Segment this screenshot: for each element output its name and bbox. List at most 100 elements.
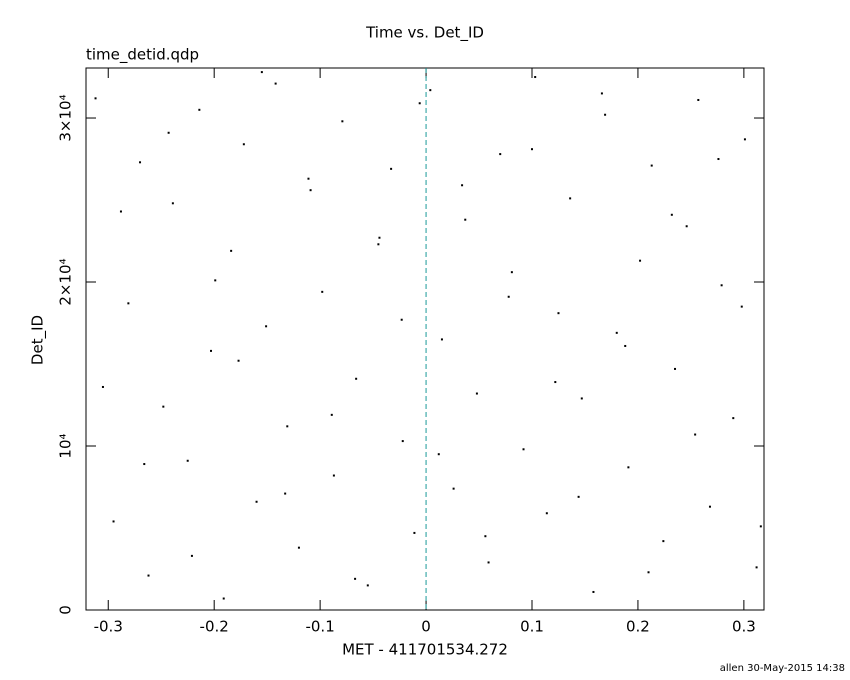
data-point xyxy=(307,177,310,180)
data-point xyxy=(534,76,537,79)
data-point xyxy=(437,453,440,456)
data-point xyxy=(440,338,443,341)
data-point xyxy=(390,167,393,170)
data-point xyxy=(94,97,97,100)
chart-title: Time vs. Det_ID xyxy=(365,24,484,43)
data-point xyxy=(214,279,217,282)
data-point xyxy=(418,102,421,105)
data-point xyxy=(554,381,557,384)
data-point xyxy=(341,120,344,123)
data-point xyxy=(198,108,201,111)
data-point xyxy=(171,202,174,205)
plot-frame xyxy=(85,67,765,611)
data-point xyxy=(255,500,258,503)
data-point xyxy=(487,561,490,564)
data-point xyxy=(759,525,762,528)
data-point xyxy=(354,577,357,580)
data-point xyxy=(400,318,403,321)
data-point xyxy=(112,520,115,523)
data-point xyxy=(732,417,735,420)
data-point xyxy=(499,153,502,156)
data-point xyxy=(286,425,289,428)
data-point xyxy=(685,225,688,228)
data-point xyxy=(101,385,104,388)
data-point xyxy=(413,531,416,534)
data-point xyxy=(694,433,697,436)
data-point xyxy=(210,349,213,352)
data-point xyxy=(309,189,312,192)
x-tick-label: 0.3 xyxy=(732,618,756,636)
data-point xyxy=(147,574,150,577)
data-point xyxy=(230,249,233,252)
data-point xyxy=(366,584,369,587)
data-point xyxy=(522,448,525,451)
x-tick-label: -0.2 xyxy=(200,618,229,636)
data-point xyxy=(330,413,333,416)
data-point xyxy=(510,271,513,274)
data-point xyxy=(222,597,225,600)
data-point xyxy=(577,495,580,498)
data-point xyxy=(190,554,193,557)
data-point xyxy=(186,459,189,462)
data-point xyxy=(378,236,381,239)
data-point xyxy=(650,164,653,167)
data-point xyxy=(274,82,277,85)
data-point xyxy=(557,312,560,315)
y-tick-label: 3×10⁴ xyxy=(57,94,75,141)
chart-subtitle: time_detid.qdp xyxy=(86,46,199,65)
data-point xyxy=(475,392,478,395)
data-point xyxy=(260,71,263,74)
data-point xyxy=(592,590,595,593)
data-point xyxy=(569,197,572,200)
data-point xyxy=(143,463,146,466)
data-point xyxy=(162,405,165,408)
y-axis-label: Det_ID xyxy=(29,315,48,365)
data-point xyxy=(674,367,677,370)
data-point xyxy=(743,138,746,141)
data-point xyxy=(265,325,268,328)
data-point xyxy=(242,143,245,146)
data-point xyxy=(332,474,335,477)
data-point xyxy=(464,218,467,221)
data-point xyxy=(662,540,665,543)
x-tick-label: 0.1 xyxy=(520,618,544,636)
x-tick-label: -0.1 xyxy=(305,618,334,636)
data-point xyxy=(615,331,618,334)
data-point xyxy=(720,284,723,287)
data-point xyxy=(167,131,170,134)
data-point xyxy=(697,98,700,101)
data-point xyxy=(580,397,583,400)
data-point xyxy=(604,113,607,116)
data-point xyxy=(452,487,455,490)
data-point xyxy=(355,377,358,380)
x-tick-label: 0.2 xyxy=(626,618,650,636)
data-point xyxy=(401,440,404,443)
footer: allen 30-May-2015 14:38 xyxy=(720,663,845,674)
data-point xyxy=(670,213,673,216)
data-point xyxy=(429,89,432,92)
data-point xyxy=(600,92,603,95)
data-point xyxy=(740,305,743,308)
y-tick-label: 2×10⁴ xyxy=(57,258,75,305)
data-point xyxy=(647,571,650,574)
data-point xyxy=(139,161,142,164)
x-axis-label: MET - 411701534.272 xyxy=(342,641,508,659)
x-tick-label: -0.3 xyxy=(94,618,123,636)
data-point xyxy=(321,290,324,293)
data-point xyxy=(639,259,642,262)
data-point xyxy=(717,158,720,161)
data-point xyxy=(624,344,627,347)
data-point xyxy=(377,243,380,246)
data-point xyxy=(627,466,630,469)
data-point xyxy=(530,148,533,151)
data-point xyxy=(755,566,758,569)
data-point xyxy=(461,184,464,187)
y-tick-label: 10⁴ xyxy=(57,433,75,458)
data-point xyxy=(507,295,510,298)
data-point xyxy=(119,210,122,213)
data-point xyxy=(284,492,287,495)
data-point xyxy=(297,546,300,549)
data-point xyxy=(484,535,487,538)
